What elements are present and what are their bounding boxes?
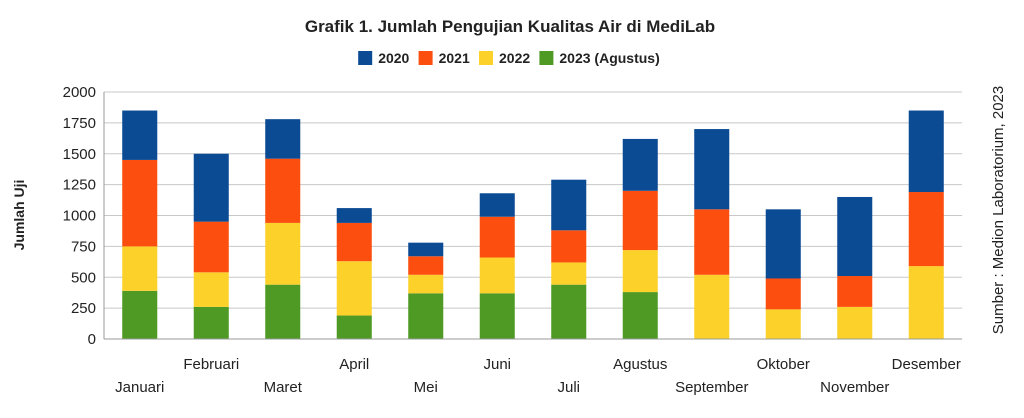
y-tick-label: 250	[71, 300, 96, 317]
bar-oktober-2022	[765, 309, 801, 339]
y-axis-ticks: 0 250 500 750 1000 1250 1500 1750 2000	[63, 84, 96, 348]
x-category-label: November	[820, 379, 889, 396]
bar-juli-2020	[551, 179, 587, 231]
bar-juni-2020	[479, 193, 515, 217]
bar-november-2021	[837, 276, 873, 307]
bar-mei-2020	[408, 242, 444, 257]
bar-juni-2023	[479, 293, 515, 339]
x-category-label: Maret	[264, 379, 303, 396]
bar-september-2022	[694, 274, 730, 339]
bar-januari-2020	[122, 110, 158, 160]
legend-label: 2023 (Agustus)	[559, 50, 659, 66]
bar-juni-2022	[479, 257, 515, 294]
bar-november-2020	[837, 196, 873, 277]
y-tick-label: 500	[71, 269, 96, 286]
bar-juni-2021	[479, 216, 515, 258]
bar-agustus-2023	[622, 292, 658, 339]
bar-februari-2023	[193, 306, 229, 339]
bar-februari-2022	[193, 272, 229, 307]
bar-maret-2020	[265, 119, 301, 159]
x-category-label: Desember	[892, 356, 961, 373]
y-tick-label: 1750	[63, 115, 96, 132]
x-category-label: Mei	[414, 379, 438, 396]
x-category-label: September	[675, 379, 748, 396]
bar-september-2021	[694, 209, 730, 275]
bar-april-2023	[336, 315, 372, 339]
legend: 2020 2021 2022 2023 (Agustus)	[358, 50, 660, 66]
legend-label: 2020	[378, 50, 409, 66]
legend-swatch	[479, 51, 493, 65]
x-category-label: Januari	[115, 379, 164, 396]
legend-label: 2022	[499, 50, 530, 66]
bar-april-2021	[336, 222, 372, 262]
bar-agustus-2022	[622, 250, 658, 293]
bar-desember-2022	[908, 266, 944, 339]
bar-mei-2023	[408, 293, 444, 339]
bar-april-2020	[336, 208, 372, 223]
bar-desember-2021	[908, 192, 944, 267]
bar-maret-2022	[265, 222, 301, 285]
chart-title: Grafik 1. Jumlah Pengujian Kualitas Air …	[305, 17, 715, 36]
x-category-label: Juni	[483, 356, 511, 373]
bar-desember-2020	[908, 110, 944, 193]
x-category-label: Oktober	[757, 356, 810, 373]
bar-februari-2020	[193, 153, 229, 222]
bar-agustus-2021	[622, 190, 658, 251]
y-tick-label: 1250	[63, 177, 96, 194]
bar-januari-2023	[122, 290, 158, 339]
bar-juli-2023	[551, 284, 587, 339]
bar-januari-2022	[122, 246, 158, 291]
x-category-label: April	[339, 356, 369, 373]
bar-november-2022	[837, 306, 873, 339]
legend-label: 2021	[439, 50, 470, 66]
bars	[122, 110, 944, 339]
bar-juli-2021	[551, 230, 587, 263]
y-tick-label: 2000	[63, 84, 96, 101]
bar-agustus-2020	[622, 138, 658, 191]
x-category-label: Februari	[183, 356, 239, 373]
x-category-label: Juli	[557, 379, 580, 396]
y-axis-label: Jumlah Uji	[11, 180, 27, 251]
bar-januari-2021	[122, 159, 158, 247]
bar-maret-2021	[265, 158, 301, 223]
x-axis-categories: Januari Februari Maret April Mei Juni Juli Agus…	[115, 356, 961, 396]
bar-mei-2021	[408, 256, 444, 275]
gridlines	[104, 91, 962, 309]
bar-september-2020	[694, 129, 730, 210]
bar-april-2022	[336, 261, 372, 316]
legend-swatch	[358, 51, 373, 65]
y-tick-label: 750	[71, 238, 96, 255]
bar-maret-2023	[265, 284, 301, 339]
y-tick-label: 1500	[63, 146, 96, 163]
y-tick-label: 1000	[63, 208, 96, 225]
bar-februari-2021	[193, 221, 229, 273]
source-note: Sumber : Medion Laboratorium, 2023	[990, 86, 1007, 334]
bar-juli-2022	[551, 262, 587, 285]
y-tick-label: 0	[88, 331, 96, 348]
bar-oktober-2021	[765, 278, 801, 310]
bar-oktober-2020	[765, 209, 801, 279]
legend-swatch	[418, 51, 433, 65]
legend-swatch	[539, 51, 554, 65]
x-category-label: Agustus	[613, 356, 667, 373]
bar-mei-2022	[408, 274, 444, 294]
